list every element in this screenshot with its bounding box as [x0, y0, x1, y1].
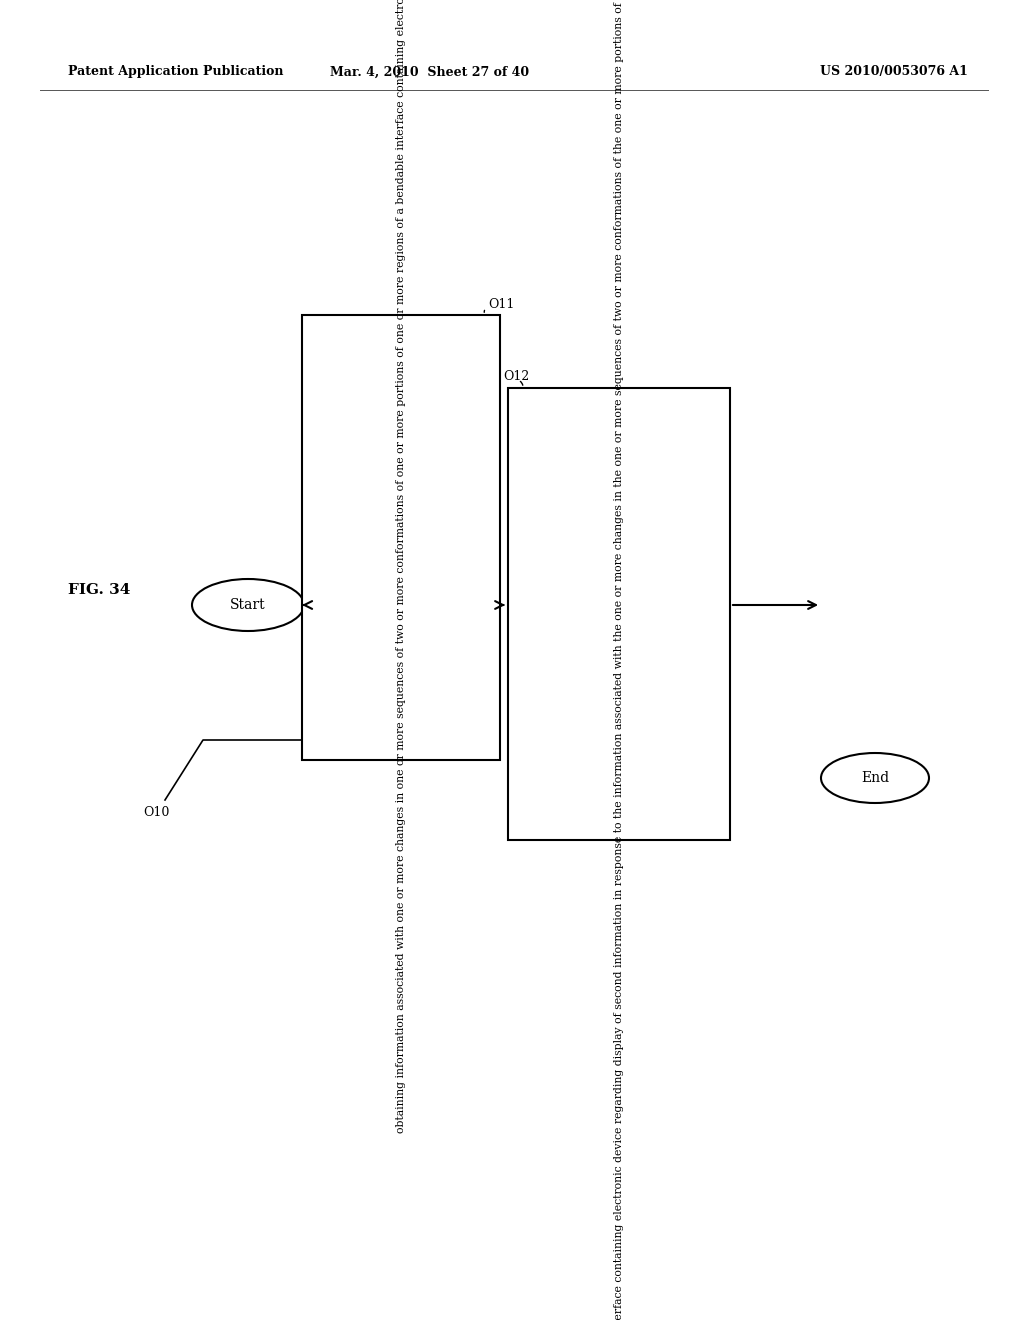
Text: O10: O10 [143, 807, 169, 820]
Text: O11: O11 [488, 298, 514, 312]
Text: controlling display of one or more portions of the bendable interface containing: controlling display of one or more porti… [614, 0, 624, 1320]
Text: obtaining information associated with one or more changes in one or more sequenc: obtaining information associated with on… [396, 0, 406, 1133]
Text: Patent Application Publication: Patent Application Publication [68, 66, 284, 78]
Text: End: End [861, 771, 889, 785]
Ellipse shape [821, 752, 929, 803]
Ellipse shape [193, 579, 304, 631]
Bar [508, 388, 730, 840]
Text: Mar. 4, 2010  Sheet 27 of 40: Mar. 4, 2010 Sheet 27 of 40 [331, 66, 529, 78]
Text: Start: Start [230, 598, 266, 612]
Text: O12: O12 [503, 370, 529, 383]
Bar [302, 315, 500, 760]
Text: FIG. 34: FIG. 34 [68, 583, 130, 597]
Text: US 2010/0053076 A1: US 2010/0053076 A1 [820, 66, 968, 78]
